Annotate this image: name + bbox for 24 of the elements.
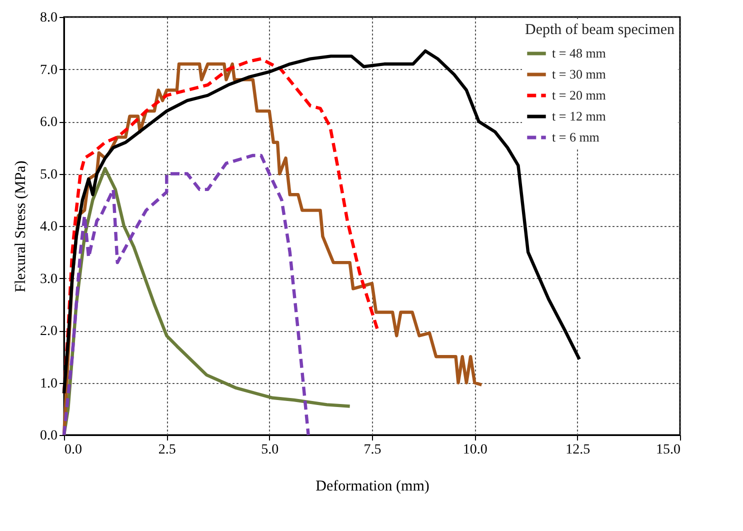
x-tick-label: 2.5 [158, 442, 176, 458]
legend-label: t = 6 mm [552, 130, 600, 144]
x-axis-title: Deformation (mm) [316, 478, 430, 494]
x-tick-label: 5.0 [261, 442, 279, 458]
x-tick-label: 15.0 [656, 442, 680, 458]
y-axis-title: Flexural Stress (MPa) [13, 160, 29, 292]
y-tick-label: 1.0 [40, 376, 58, 392]
y-tick-label: 6.0 [40, 115, 58, 130]
x-tick-label: 12.5 [566, 442, 590, 458]
y-tick-label: 7.0 [40, 62, 58, 78]
x-tick-label: 7.5 [364, 442, 382, 458]
x-tick-label: 10.0 [462, 442, 488, 458]
y-tick-label: 3.0 [40, 272, 58, 287]
y-tick-label: 5.0 [40, 167, 58, 182]
x-tick-label: 0.0 [64, 442, 82, 458]
legend-label: t = 12 mm [552, 108, 606, 124]
legend-label: t = 48 mm [552, 46, 606, 60]
y-tick-label: 8.0 [40, 10, 58, 26]
legend-label: t = 20 mm [552, 88, 606, 102]
legend-label: t = 30 mm [552, 66, 606, 82]
y-tick-label: 2.0 [40, 324, 58, 339]
y-tick-label: 4.0 [40, 220, 58, 234]
y-tick-label: 0.0 [40, 428, 58, 444]
legend-title: Depth of beam specimen [525, 22, 676, 38]
